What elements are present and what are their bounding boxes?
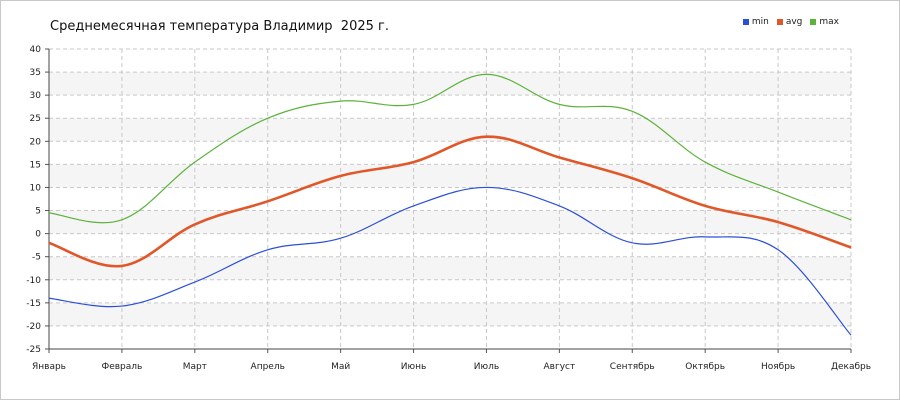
x-tick-label: Декабрь	[831, 362, 871, 372]
x-tick-label: Февраль	[101, 362, 142, 372]
legend-item-min: min	[742, 17, 769, 27]
y-tick-label: 25	[30, 114, 41, 124]
legend: min avg max	[742, 17, 839, 27]
y-tick-label: 0	[35, 230, 41, 240]
legend-swatch-max	[810, 19, 817, 25]
y-tick-label: 20	[30, 137, 42, 147]
grid-band	[49, 164, 851, 188]
x-tick-label: Июнь	[401, 362, 427, 372]
y-tick-label: 15	[30, 160, 41, 170]
y-tick-label: 10	[30, 183, 42, 193]
y-tick-label: 35	[30, 68, 41, 78]
x-tick-label: Ноябрь	[761, 362, 795, 372]
x-tick-label: Август	[544, 362, 576, 372]
grid-band	[49, 210, 851, 234]
x-tick-label: Март	[183, 362, 207, 372]
x-tick-label: Май	[331, 362, 350, 372]
grid-band	[49, 302, 851, 326]
y-tick-label: 40	[30, 45, 42, 55]
x-tick-label: Июль	[474, 362, 499, 372]
grid-band	[49, 118, 851, 142]
y-tick-label: 30	[30, 91, 42, 101]
x-tick-label: Январь	[32, 362, 66, 372]
series-line-min	[48, 186, 852, 336]
legend-item-max: max	[810, 17, 839, 27]
grid-band	[49, 256, 851, 280]
y-tick-label: -5	[32, 253, 41, 263]
y-tick-label: -25	[26, 345, 41, 355]
legend-label-min: min	[751, 17, 769, 27]
series-line-avg	[48, 135, 852, 268]
y-tick-label: -15	[26, 299, 41, 309]
legend-label-max: max	[819, 17, 839, 27]
x-tick-label: Сентябрь	[610, 362, 655, 372]
legend-swatch-min	[742, 19, 749, 25]
series-line-max	[48, 73, 852, 224]
grid-band	[49, 72, 851, 96]
legend-swatch-avg	[776, 19, 783, 25]
chart-title: Среднемесячная температура Владимир 2025…	[50, 19, 389, 34]
y-tick-label: -20	[26, 322, 41, 332]
x-tick-label: Октябрь	[685, 362, 725, 372]
y-tick-label: -10	[26, 276, 41, 286]
legend-item-avg: avg	[776, 17, 803, 27]
legend-label-avg: avg	[785, 17, 803, 27]
x-tick-label: Апрель	[251, 362, 285, 372]
y-tick-label: 5	[35, 207, 41, 217]
